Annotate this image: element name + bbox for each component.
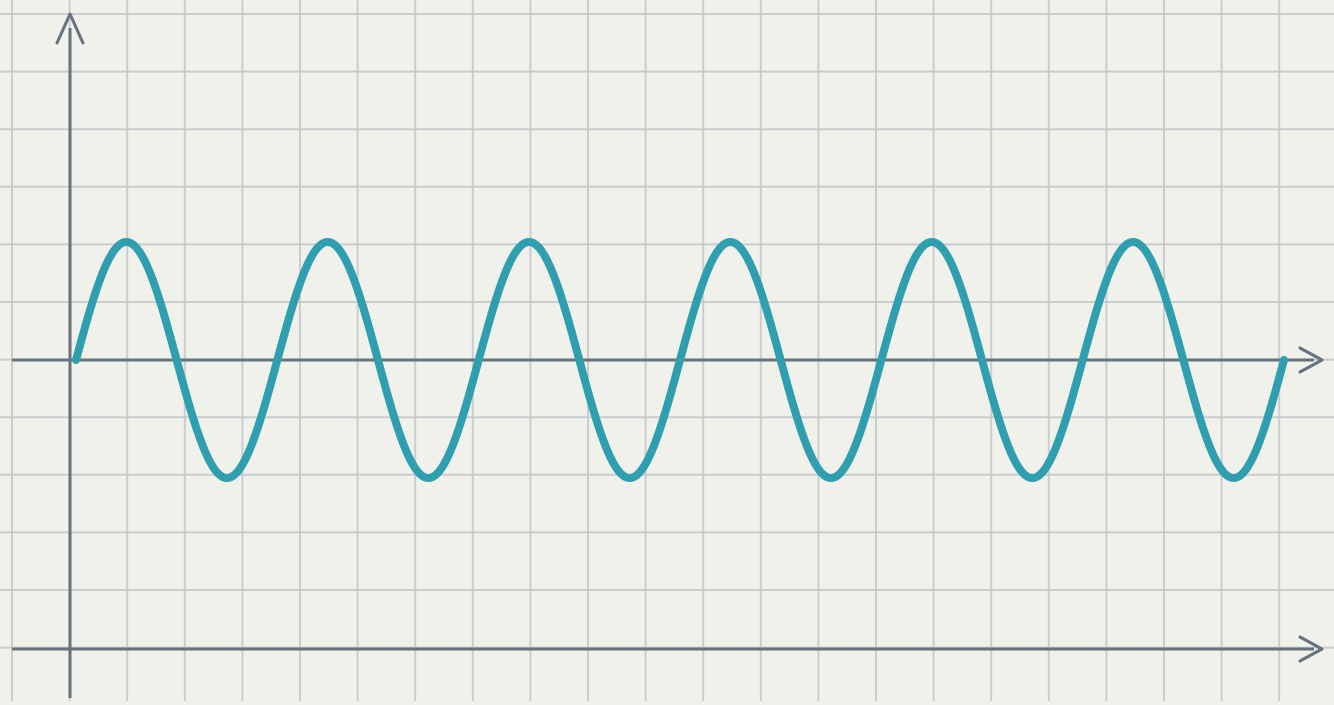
y-axis-arrow <box>55 12 85 45</box>
x-axis-bottom-arrow <box>1298 635 1324 663</box>
series-layer <box>72 238 1288 482</box>
axes <box>12 12 1324 698</box>
x-axis-centerline-arrow <box>1298 346 1324 374</box>
sine-wave-series <box>72 238 1288 482</box>
